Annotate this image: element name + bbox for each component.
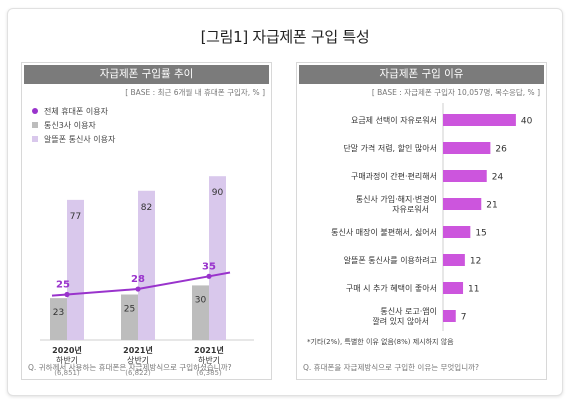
- data-label-total: 28: [131, 274, 145, 285]
- bar-carrier: [50, 298, 67, 340]
- bar-reason: [443, 310, 456, 322]
- y-tick-label: 통신사 로고·앱이: [380, 306, 437, 316]
- sample-size-label: (6,822): [125, 369, 151, 377]
- data-label-total: 25: [56, 280, 70, 291]
- point-total: [64, 291, 70, 298]
- x-tick-label: 2021년: [123, 345, 153, 355]
- right-panel-title: 자급제폰 구입 이유: [299, 65, 544, 84]
- y-tick-label: 통신사 가입·해지·변경이: [356, 194, 437, 204]
- left-legend: 전체 휴대폰 이용자 통신3사 이용자 알뜰폰 통신사 이용자: [32, 104, 115, 146]
- bar-reason: [443, 282, 464, 294]
- data-label-total: 35: [202, 261, 216, 272]
- bar-reason: [443, 142, 491, 154]
- figure-title: [그림1] 자급제폰 구입 특성: [200, 28, 370, 46]
- x-tick-label: 하반기: [56, 355, 78, 365]
- legend-label-mvno: 알뜰폰 통신사 이용자: [44, 134, 116, 144]
- data-label-carrier: 23: [53, 308, 64, 318]
- legend-item-carrier: 통신3사 이용자: [32, 118, 115, 132]
- data-label-reason: 7: [461, 313, 467, 323]
- y-tick-label: 요금제 선택이 자유로워서: [351, 115, 437, 125]
- y-tick-label: 구매과정이 간편·편리해서: [351, 171, 437, 181]
- y-tick-label: 통신사 매장이 불편해서, 싫어서: [331, 227, 437, 237]
- legend-swatch-mvno: [32, 136, 38, 142]
- y-tick-label: 깔려 있지 않아서: [372, 316, 429, 326]
- purchase-rate-chart: 23772020년하반기(6,851)25822021년상반기(6,822)30…: [40, 176, 254, 377]
- right-base-note: [ BASE : 자급제폰 구입자 10,057명, 복수응답, % ]: [371, 88, 540, 97]
- left-base-note: [ BASE : 최근 6개월 내 휴대폰 구입자, % ]: [125, 88, 265, 97]
- y-tick-label: 알뜰폰 통신사를 이용하려고: [344, 255, 437, 265]
- point-total: [206, 273, 212, 279]
- bar-reason: [443, 170, 487, 182]
- data-label-reason: 24: [492, 173, 504, 183]
- legend-swatch-total: [32, 108, 38, 114]
- y-tick-label: 단말 가격 저렴, 할인 많아서: [343, 143, 437, 153]
- bar-reason: [443, 254, 465, 266]
- legend-swatch-carrier: [32, 122, 38, 128]
- left-question: Q. 귀하께서 사용하는 휴대폰은 자급제방식으로 구입하셨습니까?: [28, 363, 232, 372]
- bar-mvno: [138, 190, 155, 340]
- data-label-reason: 26: [495, 145, 507, 155]
- sample-size-label: (6,851): [54, 369, 80, 377]
- x-tick-label: 2020년: [52, 345, 82, 355]
- sample-size-label: (6,385): [196, 369, 222, 377]
- right-question: Q. 휴대폰을 자급제방식으로 구입한 이유는 무엇입니까?: [303, 363, 479, 372]
- data-label-carrier: 30: [195, 295, 207, 305]
- bar-reason: [443, 226, 471, 238]
- point-total: [135, 286, 141, 292]
- legend-label-total: 전체 휴대폰 이용자: [44, 106, 108, 116]
- bar-mvno: [209, 176, 226, 340]
- x-tick-label: 2021년: [194, 345, 224, 355]
- x-tick-label: 상반기: [127, 355, 149, 365]
- data-label-reason: 21: [486, 201, 497, 211]
- legend-label-carrier: 통신3사 이용자: [44, 120, 96, 130]
- bar-reason: [443, 114, 516, 126]
- data-label-carrier: 25: [124, 305, 135, 315]
- purchase-reason-panel: 자급제폰 구입 이유 [ BASE : 자급제폰 구입자 10,057명, 복수…: [296, 62, 547, 380]
- data-label-reason: 15: [475, 229, 486, 239]
- y-tick-label: 구매 시 추가 혜택이 좋아서: [346, 283, 437, 293]
- bar-mvno: [67, 199, 84, 340]
- x-tick-label: 하반기: [198, 355, 220, 365]
- data-label-mvno: 82: [141, 203, 152, 213]
- right-footnote: *기타(2%), 특별한 이유 없음(8%) 제시하지 않음: [307, 338, 454, 346]
- data-label-reason: 40: [521, 117, 533, 127]
- legend-item-total: 전체 휴대폰 이용자: [32, 104, 115, 118]
- bar-reason: [443, 198, 482, 210]
- data-label-reason: 11: [468, 285, 479, 295]
- data-label-mvno: 77: [70, 212, 81, 222]
- bar-carrier: [121, 294, 138, 340]
- purchase-rate-panel: 자급제폰 구입률 추이 [ BASE : 최근 6개월 내 휴대폰 구입자, %…: [21, 62, 272, 380]
- y-tick-label: 자유로워서: [392, 205, 429, 214]
- bar-carrier: [192, 285, 209, 340]
- data-label-reason: 12: [470, 257, 481, 267]
- left-panel-title: 자급제폰 구입률 추이: [24, 65, 269, 84]
- data-label-mvno: 90: [212, 188, 224, 198]
- legend-item-mvno: 알뜰폰 통신사 이용자: [32, 132, 115, 146]
- purchase-reason-chart: 40 요금제 선택이 자유로워서 26 단말 가격 저렴, 할인 많아서 24 구매과정이…: [331, 103, 533, 331]
